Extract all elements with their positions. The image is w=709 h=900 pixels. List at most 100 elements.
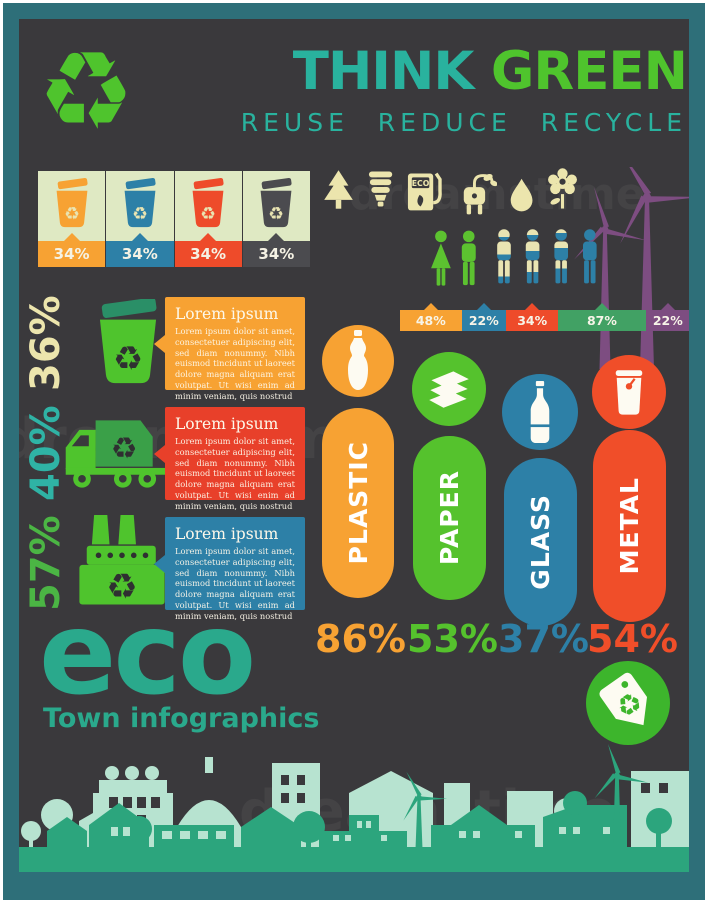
svg-text:♻: ♻ bbox=[268, 204, 284, 224]
eco-town-skyline bbox=[19, 744, 689, 872]
recycle-factory-icon: ♻ bbox=[79, 514, 165, 607]
plastic-bottle-icon bbox=[348, 330, 368, 390]
stacked-bar-segment: 22% bbox=[645, 303, 689, 331]
bin-value: 34% bbox=[190, 245, 227, 263]
bin-value-bar: 34% bbox=[106, 233, 174, 267]
recycle-bin-icon: ♻ bbox=[260, 177, 292, 228]
small-wind-turbine-icon bbox=[403, 771, 448, 849]
title-green: GREEN bbox=[490, 41, 688, 102]
material-label: PAPER bbox=[435, 470, 464, 566]
material-label: GLASS bbox=[526, 494, 555, 590]
stat-row-factory: 57% ♻ Lorem ipsum Lorem ipsum dolor sit … bbox=[19, 511, 319, 621]
svg-text:♻: ♻ bbox=[113, 339, 143, 378]
material-bar-plastic: PLASTIC bbox=[322, 408, 394, 598]
svg-text:♻: ♻ bbox=[64, 204, 80, 224]
lorem-box: Lorem ipsum Lorem ipsum dolor sit amet, … bbox=[154, 407, 305, 511]
person-fill-icon bbox=[497, 229, 511, 284]
person-fill-icon bbox=[582, 229, 597, 284]
content-area: dreamstime dreamstime dreamstime ♻ THINK… bbox=[19, 19, 689, 872]
bins-chart: ♻ 34% ♻ 34% ♻ 34% bbox=[38, 171, 310, 267]
bin-cell: ♻ 34% bbox=[242, 171, 310, 267]
cfl-bulb-icon bbox=[368, 171, 393, 207]
lorem-heading: Lorem ipsum bbox=[175, 415, 279, 433]
pine-tree-icon bbox=[324, 170, 353, 209]
lorem-heading: Lorem ipsum bbox=[175, 305, 279, 323]
brand-title: eco bbox=[39, 587, 256, 720]
bin-cell: ♻ 34% bbox=[106, 171, 174, 267]
stat-row-bin: 36% ♻ Lorem ipsum Lorem ipsum dolor sit … bbox=[19, 291, 319, 401]
recycle-truck-icon: ♻ bbox=[65, 420, 167, 488]
svg-text:♻: ♻ bbox=[38, 35, 135, 143]
svg-text:♻: ♻ bbox=[132, 204, 148, 224]
svg-text:♻: ♻ bbox=[106, 567, 138, 607]
woman-icon bbox=[431, 230, 451, 286]
svg-text:♻: ♻ bbox=[200, 204, 216, 224]
stacked-bar-segment: 87% bbox=[558, 303, 646, 331]
page-subtitle: REUSE REDUCE RECYCLE bbox=[240, 108, 687, 137]
recycle-bin-icon: ♻ bbox=[56, 177, 88, 228]
flower-icon bbox=[548, 168, 577, 209]
material-pct-glass: 37% bbox=[498, 617, 589, 661]
eco-icons-row: ECO bbox=[322, 167, 590, 219]
green-plug-icon bbox=[463, 173, 497, 215]
brand-subtitle: Town infographics bbox=[43, 703, 320, 734]
stat-row-truck: 40% ♻ Lorem ipsum Lorem ipsum dolor sit … bbox=[19, 401, 319, 511]
people-fill-chart bbox=[497, 229, 597, 284]
person-fill-icon bbox=[525, 229, 540, 284]
stacked-bar-label: 34% bbox=[517, 313, 548, 328]
recycle-bin-icon: ♻ bbox=[124, 177, 156, 228]
material-bar-glass: GLASS bbox=[504, 458, 577, 626]
water-drop-icon bbox=[510, 178, 533, 212]
recycle-bin-icon: ♻ bbox=[99, 299, 157, 384]
eco-fuel-pump-icon: ECO bbox=[408, 172, 442, 211]
stacked-bar-label: 48% bbox=[415, 313, 446, 328]
wind-turbine-icon bbox=[620, 167, 689, 369]
skyline-front-windows bbox=[111, 821, 610, 841]
material-circle-paper bbox=[412, 352, 486, 426]
stacked-bar-label: 22% bbox=[468, 313, 499, 328]
stacked-percentage-bar: 48% 22% 34% 87% 22% bbox=[400, 303, 689, 331]
material-circle-plastic bbox=[322, 325, 394, 397]
bin-value: 34% bbox=[258, 245, 295, 263]
material-circle-glass bbox=[502, 374, 578, 450]
stacked-bar-label: 22% bbox=[652, 313, 683, 328]
lorem-heading: Lorem ipsum bbox=[175, 525, 279, 543]
bin-value-bar: 34% bbox=[174, 233, 242, 267]
lorem-body: Lorem ipsum dolor sit amet, consectetuer… bbox=[175, 326, 295, 401]
paper-stack-icon bbox=[429, 371, 469, 408]
bin-value-bar: 34% bbox=[38, 233, 106, 267]
stacked-bar-segment: 22% bbox=[461, 303, 506, 331]
bin-cell: ♻ 34% bbox=[38, 171, 106, 267]
material-bar-paper: PAPER bbox=[413, 436, 486, 600]
material-bar-metal: METAL bbox=[593, 430, 666, 622]
material-circle-metal bbox=[592, 355, 666, 429]
stacked-bar-segment: 34% bbox=[505, 303, 559, 331]
recycle-icon: ♻ bbox=[34, 29, 138, 155]
skyline-front-layer bbox=[19, 744, 689, 872]
material-pct-paper: 53% bbox=[407, 617, 498, 661]
material-label: PLASTIC bbox=[343, 441, 373, 565]
page-title: THINK GREEN bbox=[127, 41, 688, 102]
stacked-bar-label: 87% bbox=[586, 313, 617, 328]
lorem-box: Lorem ipsum Lorem ipsum dolor sit amet, … bbox=[154, 297, 305, 401]
man-icon bbox=[461, 230, 476, 286]
title-think: THINK bbox=[292, 41, 475, 102]
bin-value-bar: 34% bbox=[242, 233, 310, 267]
material-pct-plastic: 86% bbox=[315, 617, 406, 661]
lorem-box: Lorem ipsum Lorem ipsum dolor sit amet, … bbox=[154, 517, 305, 621]
small-wind-turbine-icon bbox=[594, 744, 649, 849]
lorem-body: Lorem ipsum dolor sit amet, consectetuer… bbox=[175, 546, 295, 621]
pump-label: ECO bbox=[412, 179, 430, 188]
svg-text:♻: ♻ bbox=[111, 431, 138, 466]
glass-bottle-icon bbox=[529, 381, 551, 443]
stat-value: 36% bbox=[23, 295, 69, 391]
bin-value: 34% bbox=[121, 245, 158, 263]
material-label: METAL bbox=[615, 477, 644, 575]
bin-value: 34% bbox=[53, 245, 90, 263]
stacked-bar-segment: 48% bbox=[400, 303, 462, 331]
lorem-body: Lorem ipsum dolor sit amet, consectetuer… bbox=[175, 436, 295, 511]
bin-cell: ♻ 34% bbox=[174, 171, 242, 267]
recycle-bin-icon: ♻ bbox=[192, 177, 224, 228]
person-fill-icon bbox=[554, 229, 569, 284]
